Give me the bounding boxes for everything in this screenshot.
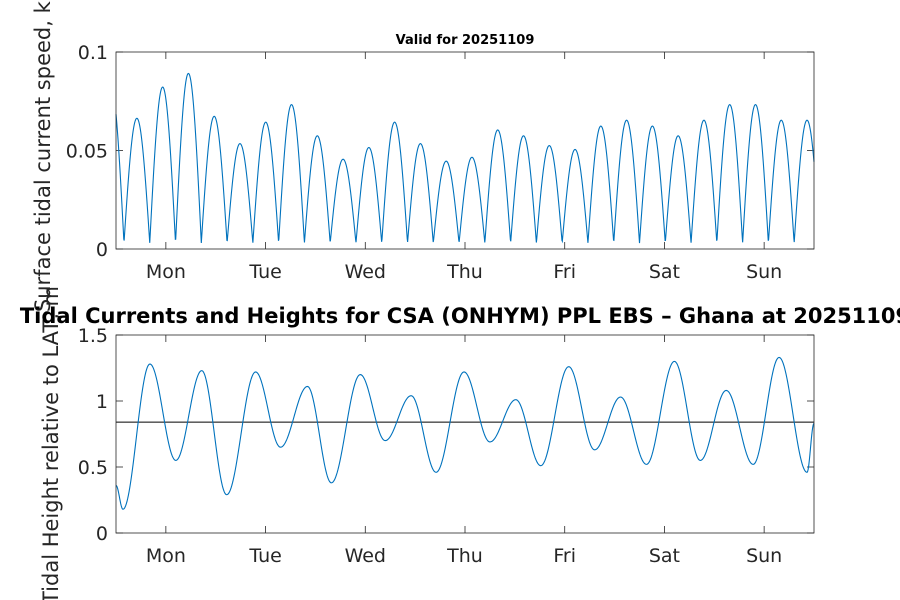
- height-y-tick-labels: 0 0.5 1 1.5: [78, 325, 108, 545]
- tidal-height-line: [115, 356, 815, 510]
- figure-main-title: Tidal Currents and Heights for CSA (ONHY…: [20, 304, 900, 328]
- current-x-tick-label: Sat: [649, 261, 680, 283]
- height-plot-background: [116, 335, 814, 533]
- tidal-height-chart: 0 0.5 1 1.5 Mon Tue Wed Thu Fri Sat Sun Tidal Hei…: [20, 286, 900, 600]
- current-x-tick-label: Wed: [345, 261, 386, 283]
- current-y-axis-label: Surface tidal current speed, kn: [31, 0, 55, 312]
- current-x-tick-label: Thu: [446, 261, 483, 283]
- height-y-tick-label: 1.5: [78, 325, 108, 347]
- height-x-tick-label: Thu: [446, 545, 483, 567]
- height-y-tick-label: 0.5: [78, 457, 108, 479]
- current-y-tick-label: 0.1: [78, 42, 108, 64]
- current-axis-ticks: [116, 51, 814, 250]
- current-speed-chart: 0 0.05 0.1 Mon Tue Wed Thu Fri Sat Sun Valid for…: [31, 0, 815, 312]
- current-y-tick-label: 0: [96, 239, 108, 261]
- height-y-tick-label: 0: [96, 523, 108, 545]
- height-x-tick-label: Wed: [345, 545, 386, 567]
- current-y-tick-label: 0.05: [66, 141, 108, 163]
- height-x-tick-label: Mon: [146, 545, 186, 567]
- current-x-tick-label: Fri: [553, 261, 576, 283]
- height-plot-frame: [115, 334, 815, 534]
- height-y-axis-label: Tidal Height relative to LAT, m: [39, 286, 63, 600]
- height-y-tick-label: 1: [96, 391, 108, 413]
- height-x-tick-label: Sat: [649, 545, 680, 567]
- current-chart-title: Valid for 20251109: [396, 33, 535, 48]
- height-x-tick-label: Sun: [746, 545, 782, 567]
- current-x-tick-label: Mon: [146, 261, 186, 283]
- height-x-tick-label: Tue: [248, 545, 281, 567]
- height-x-tick-labels: Mon Tue Wed Thu Fri Sat Sun: [146, 545, 782, 567]
- current-plot-frame: [115, 51, 815, 250]
- height-x-tick-label: Fri: [553, 545, 576, 567]
- current-speed-line: [115, 72, 815, 244]
- current-y-tick-labels: 0 0.05 0.1: [66, 42, 108, 261]
- current-x-tick-labels: Mon Tue Wed Thu Fri Sat Sun: [146, 261, 782, 283]
- current-x-tick-label: Sun: [746, 261, 782, 283]
- current-x-tick-label: Tue: [248, 261, 281, 283]
